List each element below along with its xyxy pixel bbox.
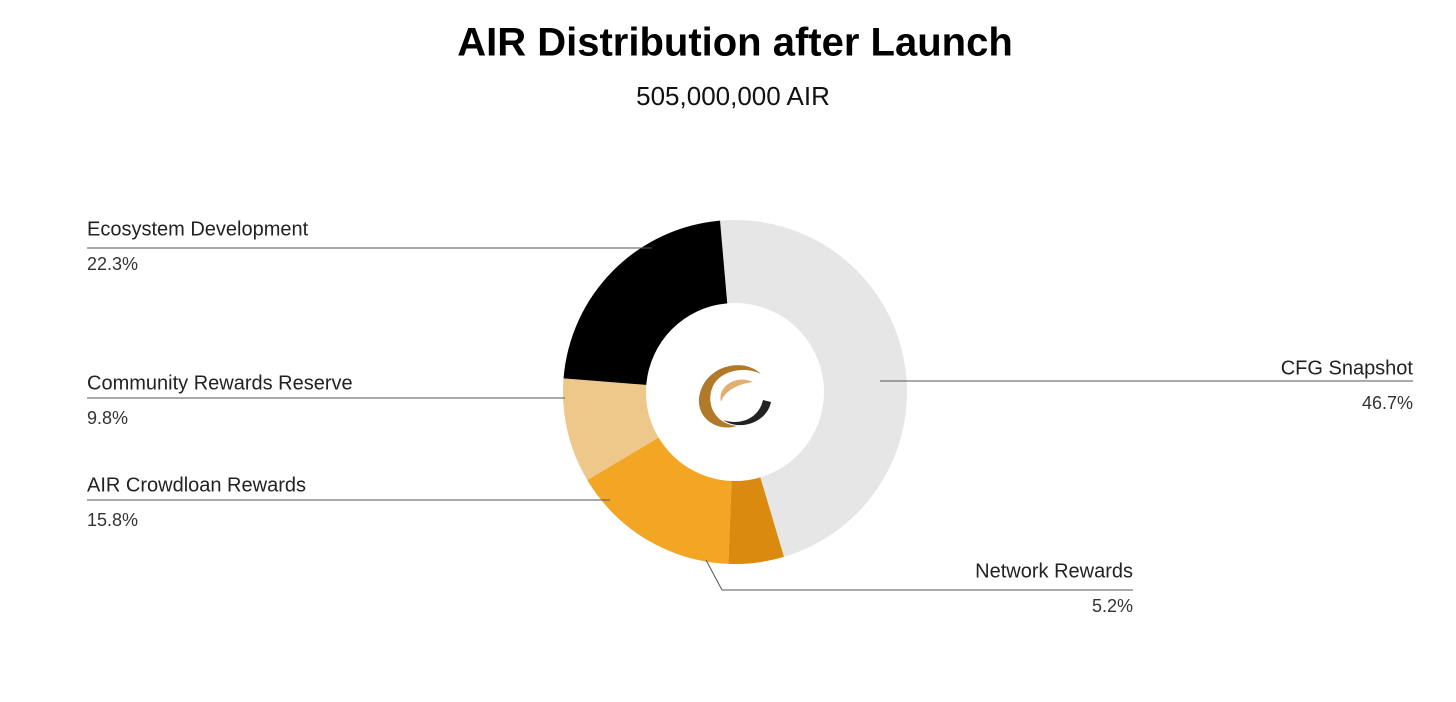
slice — [563, 378, 659, 481]
slice — [720, 220, 907, 557]
value-label: 9.8% — [87, 408, 128, 428]
slice — [587, 437, 732, 564]
chart-subtitle: 505,000,000 AIR — [636, 81, 830, 111]
value-label: 5.2% — [1092, 596, 1133, 616]
donut — [563, 220, 907, 564]
logo — [698, 365, 771, 428]
slice-label: Ecosystem Development — [87, 218, 309, 240]
slice-label: Network Rewards — [975, 560, 1133, 582]
value-label: 46.7% — [1362, 393, 1413, 413]
slice-label: AIR Crowdloan Rewards — [87, 474, 306, 496]
leader-line — [705, 559, 1133, 591]
value-label: 22.3% — [87, 254, 138, 274]
slice — [563, 220, 728, 385]
slice-label: Community Rewards Reserve — [87, 372, 353, 394]
chart-title: AIR Distribution after Launch — [457, 21, 1013, 65]
slice — [728, 477, 784, 564]
value-label: 15.8% — [87, 510, 138, 530]
slice-label: CFG Snapshot — [1281, 357, 1414, 379]
